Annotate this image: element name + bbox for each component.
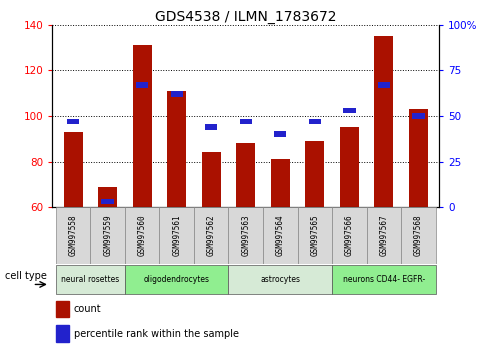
Text: neurons CD44- EGFR-: neurons CD44- EGFR-: [343, 275, 425, 284]
Bar: [205, 124, 218, 130]
Bar: [309, 119, 321, 124]
Bar: [133, 45, 152, 207]
Text: GSM997558: GSM997558: [68, 215, 78, 256]
Bar: [202, 152, 221, 207]
Bar: [125, 207, 160, 264]
Text: GSM997560: GSM997560: [138, 215, 147, 256]
Bar: [367, 207, 401, 264]
Bar: [56, 325, 69, 342]
Bar: [90, 207, 125, 264]
Text: GSM997564: GSM997564: [276, 215, 285, 256]
Bar: [125, 266, 229, 294]
Bar: [236, 143, 255, 207]
Bar: [63, 132, 83, 207]
Bar: [409, 109, 428, 207]
Text: cell type: cell type: [5, 271, 47, 281]
Bar: [56, 207, 90, 264]
Bar: [274, 131, 286, 137]
Bar: [56, 266, 125, 294]
Text: neural rosettes: neural rosettes: [61, 275, 119, 284]
Text: GSM997563: GSM997563: [241, 215, 250, 256]
Text: astrocytes: astrocytes: [260, 275, 300, 284]
Text: oligodendrocytes: oligodendrocytes: [144, 275, 210, 284]
Bar: [263, 207, 297, 264]
Text: GSM997559: GSM997559: [103, 215, 112, 256]
Bar: [378, 82, 390, 88]
Bar: [412, 113, 425, 119]
Bar: [160, 207, 194, 264]
Bar: [374, 36, 393, 207]
Bar: [171, 91, 183, 97]
Bar: [332, 207, 367, 264]
Bar: [136, 82, 148, 88]
Bar: [332, 266, 436, 294]
Bar: [271, 159, 290, 207]
Bar: [297, 207, 332, 264]
Bar: [194, 207, 229, 264]
Text: count: count: [74, 304, 101, 314]
Bar: [229, 266, 332, 294]
Bar: [343, 108, 355, 113]
Bar: [340, 127, 359, 207]
Text: GSM997565: GSM997565: [310, 215, 319, 256]
Title: GDS4538 / ILMN_1783672: GDS4538 / ILMN_1783672: [155, 10, 336, 24]
Bar: [67, 119, 79, 124]
Text: percentile rank within the sample: percentile rank within the sample: [74, 329, 239, 338]
Text: GSM997562: GSM997562: [207, 215, 216, 256]
Bar: [229, 207, 263, 264]
Bar: [240, 119, 252, 124]
Text: GSM997567: GSM997567: [379, 215, 388, 256]
Text: GSM997566: GSM997566: [345, 215, 354, 256]
Text: GSM997561: GSM997561: [172, 215, 181, 256]
Text: GSM997568: GSM997568: [414, 215, 423, 256]
Bar: [101, 199, 114, 205]
Bar: [401, 207, 436, 264]
Bar: [56, 301, 69, 317]
Bar: [305, 141, 324, 207]
Bar: [98, 187, 117, 207]
Bar: [167, 91, 186, 207]
